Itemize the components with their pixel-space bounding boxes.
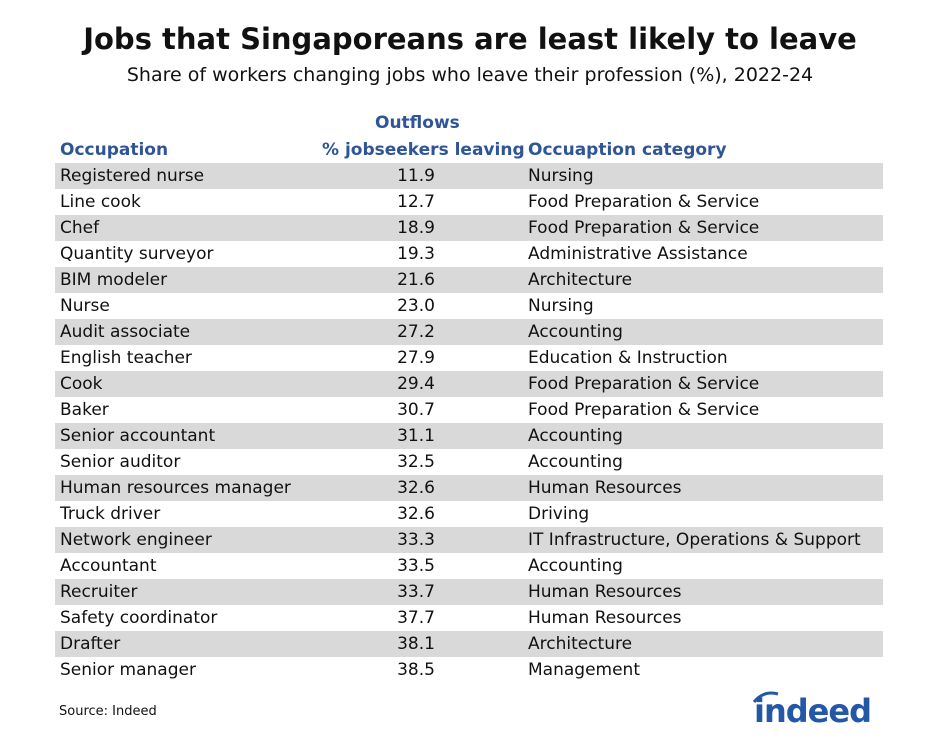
occupation-cell: Senior auditor (60, 452, 181, 472)
outflow-cell: 32.6 (397, 504, 435, 524)
occupation-cell: Nurse (60, 296, 110, 316)
source-note: Source: Indeed (59, 704, 157, 719)
category-cell: Accounting (528, 322, 623, 342)
outflow-cell: 32.5 (397, 452, 435, 472)
category-cell: Human Resources (528, 478, 682, 498)
occupation-cell: Drafter (60, 634, 121, 654)
occupation-cell: Chef (60, 218, 100, 238)
indeed-logo: indeed (750, 688, 885, 732)
table-body: Registered nurse 11.9 Nursing Line cook 12.7… (55, 163, 883, 683)
table-row: Accountant 33.5 Accounting (55, 553, 883, 579)
header-outflows-top: Outflows (375, 113, 460, 133)
table-row: Cook 29.4 Food Preparation & Service (55, 371, 883, 397)
outflow-cell: 27.9 (397, 348, 435, 368)
category-cell: IT Infrastructure, Operations & Support (528, 530, 861, 550)
outflow-cell: 33.7 (397, 582, 435, 602)
category-cell: Food Preparation & Service (528, 374, 760, 394)
occupation-cell: Accountant (60, 556, 157, 576)
occupation-cell: Cook (60, 374, 103, 394)
table-row: Line cook 12.7 Food Preparation & Service (55, 189, 883, 215)
occupation-cell: Senior manager (60, 660, 196, 680)
outflow-cell: 33.3 (397, 530, 435, 550)
table-row: Network engineer 33.3 IT Infrastructure, O… (55, 527, 883, 553)
outflow-cell: 37.7 (397, 608, 435, 628)
outflow-cell: 31.1 (397, 426, 435, 446)
occupation-cell: Human resources manager (60, 478, 291, 498)
table-row: Human resources manager 32.6 Human Resourc… (55, 475, 883, 501)
table-row: Drafter 38.1 Architecture (55, 631, 883, 657)
category-cell: Accounting (528, 556, 623, 576)
occupation-cell: Senior accountant (60, 426, 216, 446)
outflow-cell: 23.0 (397, 296, 435, 316)
outflow-cell: 33.5 (397, 556, 435, 576)
category-cell: Accounting (528, 426, 623, 446)
category-cell: Food Preparation & Service (528, 192, 760, 212)
occupation-cell: BIM modeler (60, 270, 168, 290)
category-cell: Management (528, 660, 640, 680)
outflow-cell: 29.4 (397, 374, 435, 394)
category-cell: Education & Instruction (528, 348, 728, 368)
table-row: Quantity surveyor 19.3 Administrative Assi… (55, 241, 883, 267)
occupation-cell: Line cook (60, 192, 141, 212)
outflow-cell: 38.1 (397, 634, 435, 654)
occupation-cell: Quantity surveyor (60, 244, 214, 264)
occupation-cell: Recruiter (60, 582, 138, 602)
table-row: English teacher 27.9 Education & Instructi… (55, 345, 883, 371)
category-cell: Driving (528, 504, 590, 524)
outflow-cell: 18.9 (397, 218, 435, 238)
table-row: BIM modeler 21.6 Architecture (55, 267, 883, 293)
outflow-cell: 19.3 (397, 244, 435, 264)
category-cell: Architecture (528, 634, 633, 654)
outflow-cell: 21.6 (397, 270, 435, 290)
occupation-cell: Truck driver (60, 504, 161, 524)
category-cell: Human Resources (528, 608, 682, 628)
header-category: Occuaption category (528, 140, 727, 160)
outflow-cell: 11.9 (397, 166, 435, 186)
table-row: Senior auditor 32.5 Accounting (55, 449, 883, 475)
outflow-cell: 32.6 (397, 478, 435, 498)
category-cell: Food Preparation & Service (528, 400, 760, 420)
table-row: Senior manager 38.5 Management (55, 657, 883, 683)
title: Jobs that Singaporeans are least likely … (83, 22, 857, 56)
category-cell: Human Resources (528, 582, 682, 602)
occupation-cell: Baker (60, 400, 109, 420)
category-cell: Accounting (528, 452, 623, 472)
table-row: Baker 30.7 Food Preparation & Service (55, 397, 883, 423)
occupation-cell: Registered nurse (60, 166, 205, 186)
occupation-cell: English teacher (60, 348, 192, 368)
table-row: Audit associate 27.2 Accounting (55, 319, 883, 345)
table-row: Nurse 23.0 Nursing (55, 293, 883, 319)
table-row: Truck driver 32.6 Driving (55, 501, 883, 527)
header-occupation: Occupation (60, 140, 169, 160)
outflow-cell: 27.2 (397, 322, 435, 342)
table-row: Chef 18.9 Food Preparation & Service (55, 215, 883, 241)
subtitle: Share of workers changing jobs who leave… (126, 64, 814, 86)
occupation-cell: Audit associate (60, 322, 191, 342)
category-cell: Nursing (528, 166, 594, 186)
occupation-cell: Safety coordinator (60, 608, 218, 628)
occupation-cell: Network engineer (60, 530, 212, 550)
svg-text:indeed: indeed (754, 692, 871, 728)
category-cell: Nursing (528, 296, 594, 316)
category-cell: Architecture (528, 270, 633, 290)
table-row: Senior accountant 31.1 Accounting (55, 423, 883, 449)
table-row: Recruiter 33.7 Human Resources (55, 579, 883, 605)
outflow-cell: 30.7 (397, 400, 435, 420)
outflow-cell: 38.5 (397, 660, 435, 680)
table-row: Safety coordinator 37.7 Human Resources (55, 605, 883, 631)
table-row: Registered nurse 11.9 Nursing (55, 163, 883, 189)
header-outflows: % jobseekers leaving (322, 140, 525, 160)
category-cell: Administrative Assistance (528, 244, 748, 264)
outflow-cell: 12.7 (397, 192, 435, 212)
category-cell: Food Preparation & Service (528, 218, 760, 238)
